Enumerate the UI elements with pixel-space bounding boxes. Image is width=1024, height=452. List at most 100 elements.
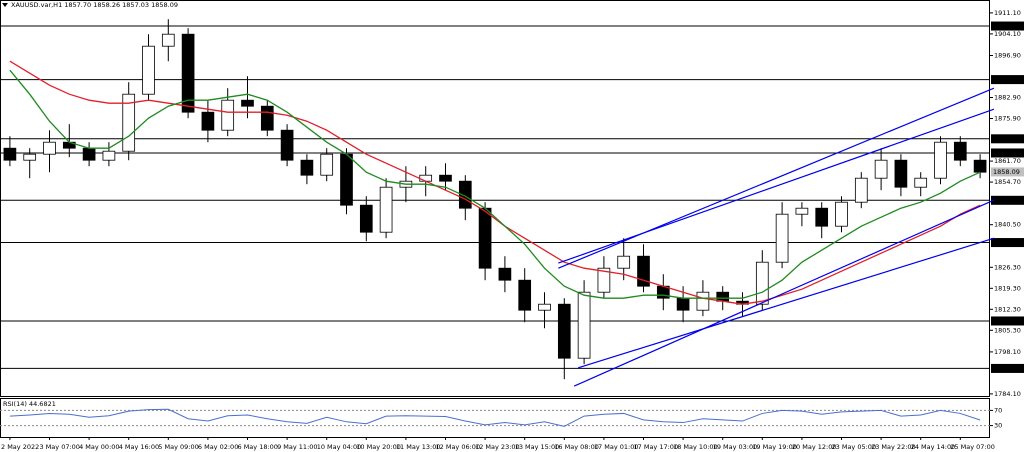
x-tick-label: 6 May 02:00 <box>198 443 238 451</box>
level-label-bg <box>991 238 1024 248</box>
moving-average <box>9 69 981 299</box>
candle-body <box>82 147 96 161</box>
x-tick-label: 17 May 17:00 <box>634 443 679 451</box>
candle-body <box>716 291 730 302</box>
candle-body <box>775 213 789 263</box>
x-tick-label: 4 May 16:00 <box>119 443 159 451</box>
candle-body <box>260 105 274 131</box>
candle-body <box>795 207 809 215</box>
rsi-title: RSI(14) 44.6821 <box>3 400 56 408</box>
level-label: 1808.41 <box>993 317 1020 325</box>
x-tick-label: 6 May 18:00 <box>238 443 278 451</box>
candle-body <box>122 93 136 152</box>
candle-body <box>835 201 848 227</box>
candle-body <box>973 159 987 173</box>
x-tick-label: 16 May 08:00 <box>554 443 599 451</box>
candle-body <box>538 303 551 311</box>
x-tick-label: 2 May 2022 <box>1 443 39 451</box>
candle-body <box>617 255 631 269</box>
x-tick-label: 17 May 01:00 <box>594 443 639 451</box>
level-label-bg <box>991 134 1024 144</box>
candle-body <box>23 153 37 161</box>
level-label-bg <box>991 363 1024 373</box>
candle-body <box>280 129 294 161</box>
y-tick-label: 1819.30 <box>994 284 1021 292</box>
candle-body <box>439 174 452 182</box>
y-tick-label: 1904.10 <box>994 30 1021 38</box>
candle-body <box>597 267 611 293</box>
level-label-bg <box>991 316 1024 326</box>
moving-average <box>9 60 981 305</box>
current-price-bg <box>991 167 1024 177</box>
y-tick-label: 1826.30 <box>994 263 1021 271</box>
candle-body <box>221 99 235 131</box>
x-tick-label: 12 May 23:00 <box>475 443 520 451</box>
level-label: 1792.59 <box>993 364 1020 372</box>
candle-body <box>914 177 928 188</box>
x-tick-label: 3 May 07:00 <box>40 443 80 451</box>
x-tick-label: 4 May 00:00 <box>79 443 119 451</box>
trendline <box>573 199 995 387</box>
chart-title: XAUUSD.var,H1 1857.70 1858.26 1857.03 18… <box>11 1 178 9</box>
x-tick-label: 13 May 15:00 <box>515 443 560 451</box>
candle-body <box>934 141 947 179</box>
candle-body <box>142 45 155 95</box>
level-label: 1869.13 <box>993 135 1020 143</box>
level-label: 1888.87 <box>993 76 1020 84</box>
x-tick-label: 18 May 10:00 <box>673 443 718 451</box>
x-tick-label: 20 May 12:00 <box>792 443 837 451</box>
symbol-menu-arrow[interactable] <box>2 3 8 7</box>
candle-body <box>201 111 215 131</box>
candle-body <box>557 303 571 359</box>
level-label-bg <box>991 75 1024 85</box>
x-tick-label: 24 May 14:00 <box>911 443 956 451</box>
y-tick-label: 70 <box>994 406 1002 414</box>
candle-body <box>3 147 17 161</box>
y-tick-label: 1812.30 <box>994 305 1021 313</box>
level-label: 1834.55 <box>993 239 1020 247</box>
main-panel-frame <box>0 0 990 397</box>
candle-body <box>300 159 314 176</box>
x-tick-label: 23 May 22:00 <box>871 443 916 451</box>
x-tick-label: 9 May 11:00 <box>277 443 317 451</box>
candle-body <box>359 204 373 233</box>
x-tick-label: 5 May 09:00 <box>158 443 198 451</box>
candle-body <box>755 261 769 305</box>
candle-body <box>43 141 56 155</box>
level-label: 1906.72 <box>993 22 1020 30</box>
rsi-line <box>9 408 981 427</box>
level-label-bg <box>991 195 1024 205</box>
x-tick-label: 19 May 03:00 <box>713 443 758 451</box>
y-tick-label: 1840.50 <box>994 221 1021 229</box>
candle-body <box>894 159 908 188</box>
x-tick-label: 10 May 20:00 <box>356 443 401 451</box>
level-label: 1848.63 <box>993 196 1020 204</box>
x-tick-label: 11 May 13:00 <box>396 443 441 451</box>
candle-body <box>102 150 116 161</box>
y-tick-label: 1854.70 <box>994 178 1021 186</box>
y-tick-label: 1805.30 <box>994 326 1021 334</box>
y-tick-label: 1882.90 <box>994 94 1021 102</box>
y-tick-label: 1896.90 <box>994 52 1021 60</box>
rsi-panel-frame <box>0 398 990 438</box>
candle-body <box>379 186 393 233</box>
x-tick-label: 12 May 06:00 <box>436 443 481 451</box>
candle-body <box>498 267 512 281</box>
candle-body <box>815 207 829 227</box>
candle-body <box>340 153 353 206</box>
y-tick-label: 1911.10 <box>994 9 1021 17</box>
x-tick-label: 25 May 07:00 <box>950 443 995 451</box>
current-price-label: 1858.09 <box>993 168 1020 176</box>
candle-body <box>518 279 532 311</box>
level-label-bg <box>991 21 1024 31</box>
trendline <box>558 108 995 264</box>
y-tick-label: 1784.10 <box>994 390 1021 398</box>
trendline <box>558 87 995 269</box>
x-tick-label: 10 May 04:00 <box>317 443 362 451</box>
candle-body <box>181 33 195 113</box>
candle-body <box>953 141 967 161</box>
candle-body <box>478 207 492 269</box>
candle-body <box>241 99 254 107</box>
y-tick-label: 1861.70 <box>994 157 1021 165</box>
candle-body <box>696 291 710 311</box>
